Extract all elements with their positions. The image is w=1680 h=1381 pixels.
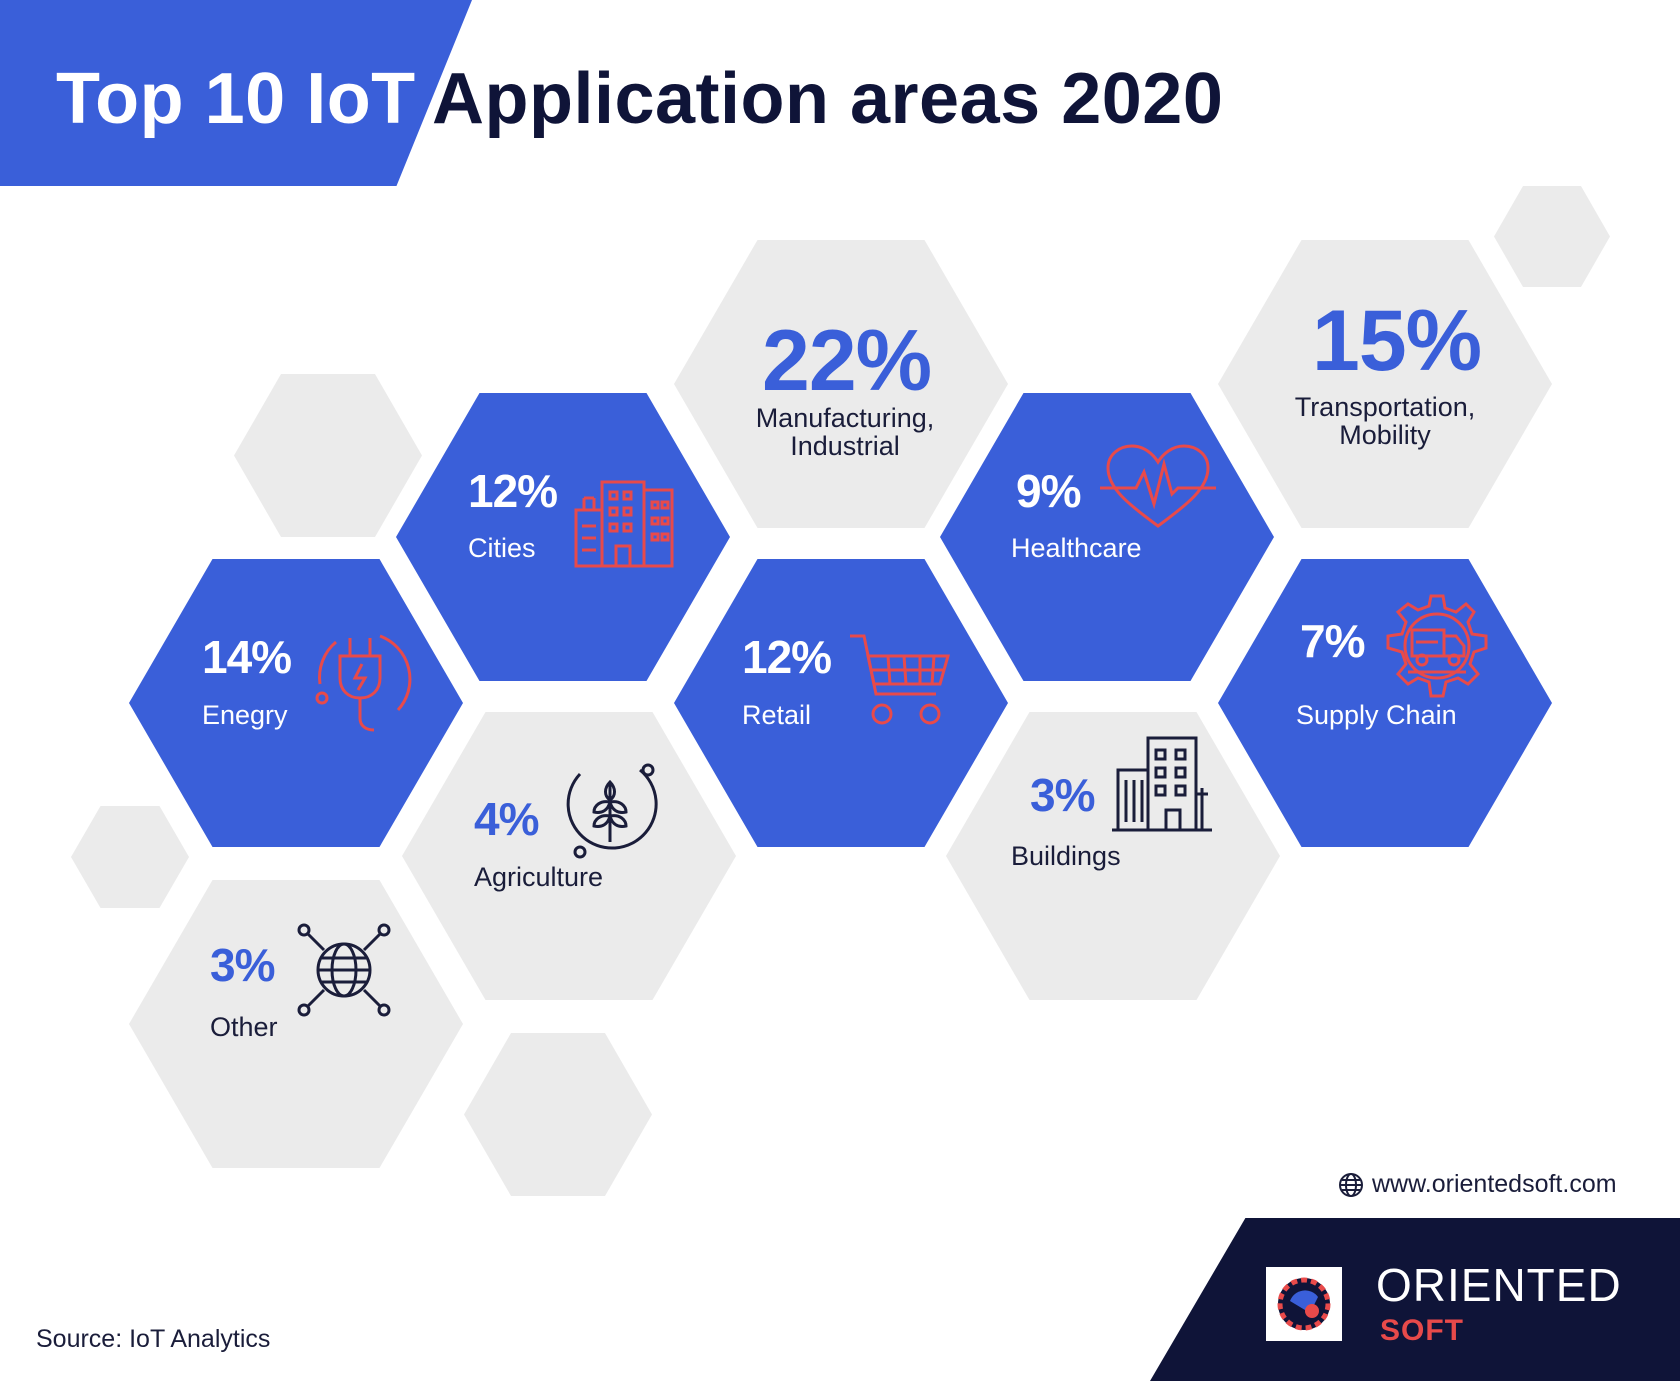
label-manufacturing: Manufacturing, Industrial [755,403,935,461]
title-banner [0,0,472,186]
label-cities: Cities [468,533,536,563]
label-transportation: Transportation, Mobility [1294,392,1476,450]
globe-network-icon [297,923,391,1017]
heartbeat-icon [1100,444,1216,528]
website-link[interactable]: www.orientedsoft.com [1372,1170,1617,1198]
label-other: Other [210,1012,278,1042]
decor-hexagon [71,806,189,908]
percent-other: 3% [210,939,275,991]
globe-icon [1339,1173,1363,1197]
page-title: Application areas 2020 [432,59,1224,139]
percent-energy: 14% [202,631,292,683]
wheat-icon [566,763,658,859]
logo-subtext: SOFT [1380,1314,1464,1347]
percent-agriculture: 4% [474,793,539,845]
label-agriculture: Agriculture [474,862,604,892]
logo-gear-icon [1266,1267,1342,1341]
decor-hexagon [1494,186,1610,287]
source-note: Source: IoT Analytics [36,1325,271,1353]
label-supply-chain: Supply Chain [1296,700,1457,730]
label-retail: Retail [742,700,812,730]
percent-retail: 12% [742,631,832,683]
decor-hexagon [234,374,422,537]
logo-mark [1266,1267,1342,1341]
label-healthcare: Healthcare [1011,533,1142,563]
label-energy: Enegry [202,700,288,730]
percent-manufacturing: 22% [762,313,932,409]
percent-supply-chain: 7% [1300,615,1365,667]
hexagon-retail [674,559,1008,847]
city-buildings-icon [574,480,674,568]
decor-hexagon [464,1033,652,1196]
hexagon-manufacturing [674,240,1008,528]
footer-banner [1150,1218,1680,1381]
truck-gear-icon [1386,594,1488,698]
plug-icon [315,634,412,732]
label-buildings: Buildings [1011,841,1121,871]
percent-buildings: 3% [1030,769,1095,821]
page-title-highlight: Top 10 IoT [56,59,416,139]
percent-healthcare: 9% [1016,465,1081,517]
percent-cities: 12% [468,465,558,517]
building-icon [1112,736,1212,832]
percent-transportation: 15% [1312,293,1482,389]
logo-text: ORIENTED [1376,1259,1622,1311]
shopping-cart-icon [850,634,950,725]
